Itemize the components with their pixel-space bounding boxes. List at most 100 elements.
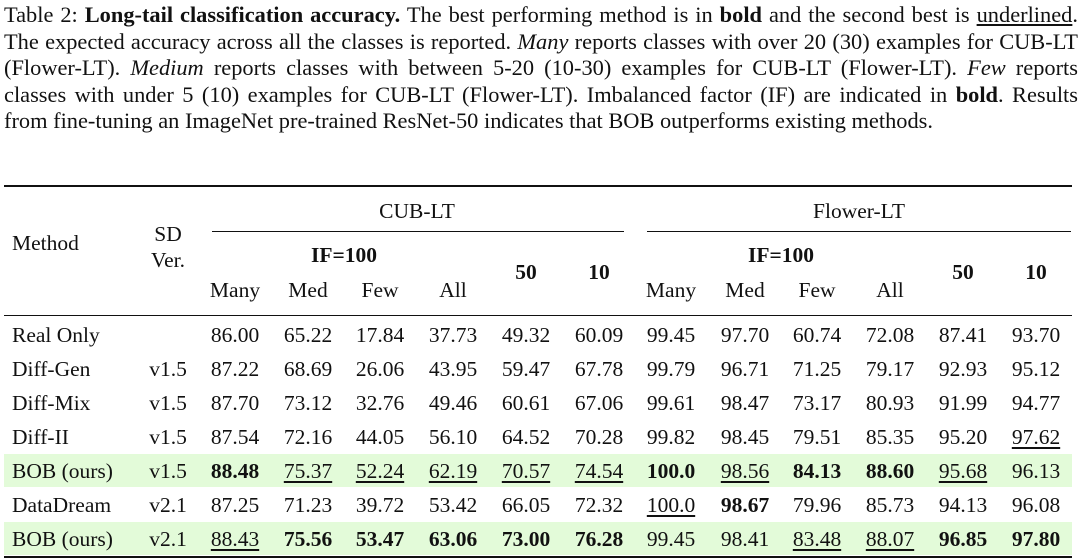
table-cell: 87.54 [210,425,260,449]
table-cell: 70.57 [501,459,551,483]
table-cell: 98.47 [720,391,770,415]
table-cell: 97.80 [1011,527,1061,551]
table-cell: 64.52 [501,425,551,449]
table-cell: 49.32 [501,323,551,347]
table-cell: 98.56 [720,459,770,483]
mid-rule [4,315,1072,316]
table-cell: 32.76 [355,391,405,415]
table-cell: 72.16 [283,425,333,449]
highlight-row [4,454,1072,487]
table-cell: 92.93 [938,357,988,381]
table-cell: 72.32 [574,493,624,517]
table-cell: 99.82 [646,425,696,449]
row-sd-version: v2.1 [149,493,187,517]
header-flower-if50: 50 [952,260,974,284]
table-cell: 66.05 [501,493,551,517]
table-cell: 60.61 [501,391,551,415]
table-cell: 56.10 [428,425,478,449]
table-cell: 94.77 [1011,391,1061,415]
flower-rule [647,231,1071,232]
header-sd-ver: Ver. [150,248,186,272]
caption-bold-word: bold [955,81,999,107]
header-flower-lt: Flower-LT [813,199,905,223]
table-cell: 88.07 [865,527,915,551]
caption-few: Few [967,55,1006,81]
header-cub-few: Few [361,278,399,302]
header-cub-lt: CUB-LT [379,199,455,223]
header-flower-med: Med [725,278,765,302]
table-cell: 67.78 [574,357,624,381]
table-cell: 72.08 [865,323,915,347]
table-cell: 60.09 [574,323,624,347]
table-cell: 88.48 [210,459,260,483]
table-cell: 96.08 [1011,493,1061,517]
row-method: Real Only [12,323,100,347]
table-cell: 53.42 [428,493,478,517]
table-cell: 96.13 [1011,459,1061,483]
table-cell: 52.24 [355,459,405,483]
table-cell: 97.62 [1011,425,1061,449]
table-cell: 99.79 [646,357,696,381]
table-cell: 84.13 [792,459,842,483]
caption-text: and the second best is [762,2,977,27]
table-cell: 93.70 [1011,323,1061,347]
table-cell: 39.72 [355,493,405,517]
top-rule [4,185,1072,187]
caption-text: reports classes with over 20 (30) exampl… [4,28,1078,81]
header-method: Method [12,231,79,255]
table-cell: 68.69 [283,357,333,381]
header-cub-all: All [439,278,467,302]
table-cell: 94.13 [938,493,988,517]
table-cell: 98.41 [720,527,770,551]
table-cell: 74.54 [574,459,624,483]
table-cell: 95.68 [938,459,988,483]
caption-many: Many [517,28,569,54]
caption-text: . The expected accuracy across all the c… [4,2,1078,54]
highlight-row [4,522,1072,555]
table-cell: 91.99 [938,391,988,415]
table-cell: 98.45 [720,425,770,449]
header-cub-many: Many [209,278,261,302]
table-cell: 96.71 [720,357,770,381]
caption-text: The best performing method is in [400,2,720,27]
table-cell: 71.23 [283,493,333,517]
caption-underlined-word: underlined [976,2,1073,27]
table-cell: 49.46 [428,391,478,415]
row-sd-version: v1.5 [149,425,187,449]
caption-title: Long-tail classification accuracy. [84,2,401,27]
table-cell: 99.45 [646,527,696,551]
bottom-rule [4,556,1072,558]
header-flower-if10: 10 [1025,260,1047,284]
row-method: Diff-Gen [12,357,91,381]
table-caption: Table 2: Long-tail classification accura… [4,2,1078,135]
row-method: BOB (ours) [12,527,113,551]
header-flower-all: All [876,278,904,302]
table-cell: 76.28 [574,527,624,551]
caption-text: reports classes with between 5-20 (10-30… [203,55,968,81]
table-cell: 43.95 [428,357,478,381]
table-cell: 70.28 [574,425,624,449]
table-cell: 99.61 [646,391,696,415]
table-cell: 99.45 [646,323,696,347]
row-method: BOB (ours) [12,459,113,483]
header-flower-few: Few [798,278,836,302]
table-cell: 62.19 [428,459,478,483]
table-cell: 85.35 [865,425,915,449]
table-cell: 73.00 [501,527,551,551]
caption-bold-word: bold [719,2,762,27]
table-cell: 37.73 [428,323,478,347]
table-cell: 79.51 [792,425,842,449]
table-cell: 44.05 [355,425,405,449]
table-cell: 80.93 [865,391,915,415]
caption-label: Table 2: [4,2,85,27]
table-cell: 88.60 [865,459,915,483]
row-method: Diff-II [12,425,69,449]
table-cell: 67.06 [574,391,624,415]
header-cub-if50: 50 [515,260,537,284]
row-sd-version: v2.1 [149,527,187,551]
table-cell: 26.06 [355,357,405,381]
row-method: DataDream [12,493,112,517]
table-cell: 53.47 [355,527,405,551]
table-cell: 60.74 [792,323,842,347]
table-cell: 65.22 [283,323,333,347]
